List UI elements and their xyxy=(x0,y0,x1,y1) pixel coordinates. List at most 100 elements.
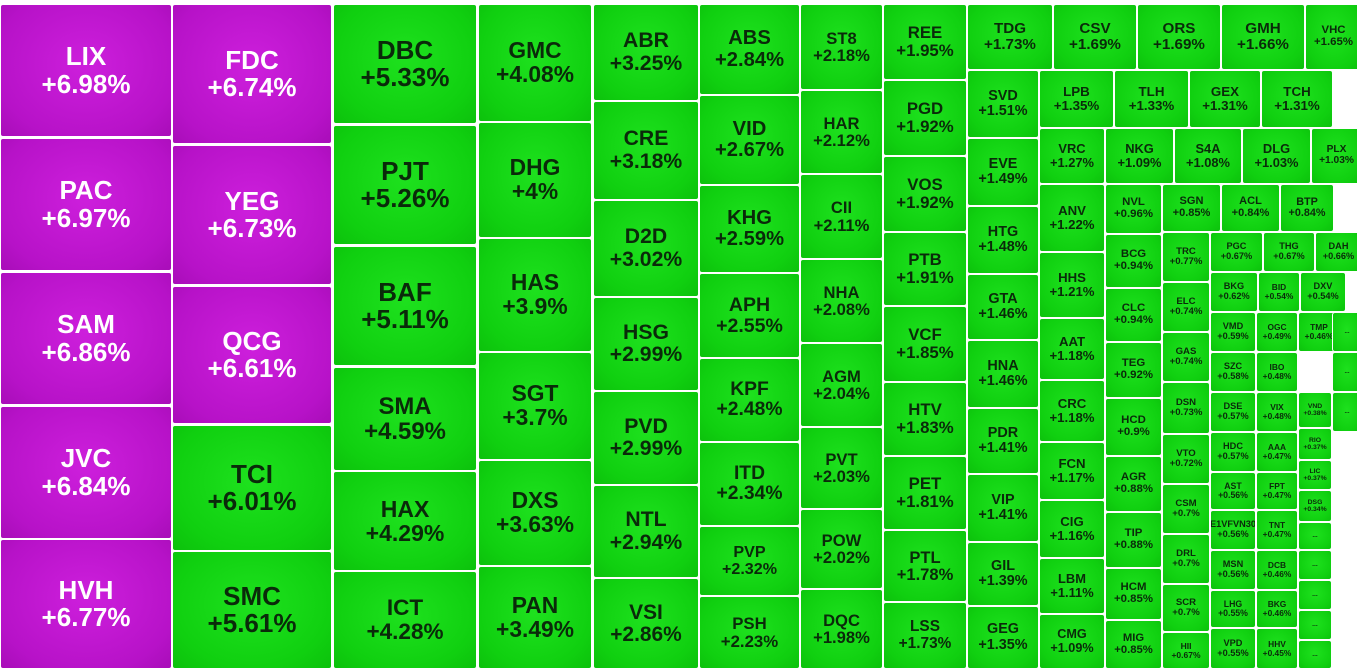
stock-tile[interactable]: PVP +2.32% xyxy=(699,526,800,596)
stock-tile[interactable]: SVD +1.51% xyxy=(967,70,1039,138)
stock-tile[interactable]: ... xyxy=(1332,392,1357,432)
stock-tile[interactable]: DBC +5.33% xyxy=(333,4,477,124)
stock-tile[interactable]: SCR +0.7% xyxy=(1162,584,1210,632)
stock-tile[interactable]: NKG +1.09% xyxy=(1105,128,1174,184)
stock-tile[interactable]: NHA +2.08% xyxy=(800,259,883,343)
stock-tile[interactable]: GAS +0.74% xyxy=(1162,332,1210,382)
stock-tile[interactable]: LHG +0.55% xyxy=(1210,590,1256,628)
stock-tile[interactable]: TEG +0.92% xyxy=(1105,342,1162,398)
stock-tile[interactable]: TRC +0.77% xyxy=(1162,232,1210,282)
stock-tile[interactable]: DSG +0.34% xyxy=(1298,490,1332,522)
stock-tile[interactable]: PTL +1.78% xyxy=(883,530,967,602)
stock-tile[interactable]: LIX +6.98% xyxy=(0,4,172,137)
stock-tile[interactable]: PJT +5.26% xyxy=(333,125,477,245)
stock-tile[interactable]: ST8 +2.18% xyxy=(800,4,883,90)
stock-tile[interactable]: HSG +2.99% xyxy=(593,297,699,391)
stock-tile[interactable]: S4A +1.08% xyxy=(1174,128,1242,184)
stock-tile[interactable]: NTL +2.94% xyxy=(593,485,699,578)
stock-tile[interactable]: DRL +0.7% xyxy=(1162,534,1210,584)
stock-tile[interactable]: PDR +1.41% xyxy=(967,408,1039,474)
stock-tile[interactable]: CII +2.11% xyxy=(800,174,883,259)
stock-tile[interactable]: CIG +1.16% xyxy=(1039,500,1105,558)
stock-tile[interactable]: POW +2.02% xyxy=(800,509,883,589)
stock-tile[interactable]: BKG +0.46% xyxy=(1256,590,1298,628)
stock-tile[interactable]: ... xyxy=(1332,312,1357,352)
stock-tile[interactable]: LSS +1.73% xyxy=(883,602,967,669)
stock-tile[interactable]: PSH +2.23% xyxy=(699,596,800,669)
stock-tile[interactable]: PVD +2.99% xyxy=(593,391,699,485)
stock-tile[interactable]: PLX +1.03% xyxy=(1311,128,1357,184)
stock-tile[interactable]: IBO +0.48% xyxy=(1256,352,1298,392)
stock-tile[interactable]: DLG +1.03% xyxy=(1242,128,1311,184)
stock-tile[interactable]: EVE +1.49% xyxy=(967,138,1039,206)
stock-tile[interactable]: DSE +0.57% xyxy=(1210,392,1256,432)
stock-tile[interactable]: HAS +3.9% xyxy=(478,238,592,352)
stock-tile[interactable]: GMC +4.08% xyxy=(478,4,592,122)
stock-tile[interactable]: TCI +6.01% xyxy=(172,425,332,551)
stock-tile[interactable]: PGD +1.92% xyxy=(883,80,967,156)
stock-tile[interactable]: HCM +0.85% xyxy=(1105,568,1162,620)
stock-tile[interactable]: DCB +0.46% xyxy=(1256,550,1298,590)
stock-tile[interactable]: CRE +3.18% xyxy=(593,101,699,200)
stock-tile[interactable]: JVC +6.84% xyxy=(0,406,172,539)
stock-tile[interactable]: DXS +3.63% xyxy=(478,460,592,566)
stock-tile[interactable]: DAH +0.66% xyxy=(1315,232,1357,272)
stock-tile[interactable]: APH +2.55% xyxy=(699,273,800,358)
stock-tile[interactable]: VID +2.67% xyxy=(699,95,800,185)
stock-tile[interactable]: PTB +1.91% xyxy=(883,232,967,306)
stock-tile[interactable]: BTP +0.84% xyxy=(1280,184,1334,232)
stock-tile[interactable]: YEG +6.73% xyxy=(172,145,332,285)
stock-tile[interactable]: ... xyxy=(1298,610,1332,640)
stock-tile[interactable]: GEX +1.31% xyxy=(1189,70,1261,128)
stock-tile[interactable]: ABR +3.25% xyxy=(593,4,699,101)
stock-tile[interactable]: HAX +4.29% xyxy=(333,471,477,571)
stock-tile[interactable]: TNT +0.47% xyxy=(1256,510,1298,550)
stock-tile[interactable]: VTO +0.72% xyxy=(1162,434,1210,484)
stock-tile[interactable]: FCN +1.17% xyxy=(1039,442,1105,500)
stock-tile[interactable]: ITD +2.34% xyxy=(699,442,800,526)
stock-tile[interactable]: BAF +5.11% xyxy=(333,246,477,366)
stock-tile[interactable]: D2D +3.02% xyxy=(593,200,699,297)
stock-tile[interactable]: HCD +0.9% xyxy=(1105,398,1162,456)
stock-tile[interactable]: VIX +0.48% xyxy=(1256,392,1298,432)
stock-tile[interactable]: BKG +0.62% xyxy=(1210,272,1258,312)
stock-tile[interactable]: ORS +1.69% xyxy=(1137,4,1221,70)
stock-tile[interactable]: LPB +1.35% xyxy=(1039,70,1114,128)
stock-tile[interactable]: ... xyxy=(1332,352,1357,392)
stock-tile[interactable]: VCF +1.85% xyxy=(883,306,967,382)
stock-tile[interactable]: HHV +0.45% xyxy=(1256,628,1298,669)
stock-tile[interactable]: TDG +1.73% xyxy=(967,4,1053,70)
stock-tile[interactable]: PET +1.81% xyxy=(883,456,967,530)
stock-tile[interactable]: QCG +6.61% xyxy=(172,286,332,424)
stock-tile[interactable]: ANV +1.22% xyxy=(1039,184,1105,252)
stock-tile[interactable]: VSI +2.86% xyxy=(593,578,699,669)
stock-tile[interactable]: CSV +1.69% xyxy=(1053,4,1137,70)
stock-tile[interactable]: VIP +1.41% xyxy=(967,474,1039,542)
stock-tile[interactable]: HNA +1.46% xyxy=(967,340,1039,408)
stock-tile[interactable]: BID +0.54% xyxy=(1258,272,1300,312)
stock-tile[interactable]: LBM +1.11% xyxy=(1039,558,1105,614)
stock-tile[interactable]: HII +0.67% xyxy=(1162,632,1210,669)
stock-tile[interactable]: VPD +0.55% xyxy=(1210,628,1256,669)
stock-tile[interactable]: AGR +0.88% xyxy=(1105,456,1162,512)
stock-tile[interactable]: SZC +0.58% xyxy=(1210,352,1256,392)
stock-tile[interactable]: SMC +5.61% xyxy=(172,551,332,669)
stock-tile[interactable]: AGM +2.04% xyxy=(800,343,883,427)
stock-tile[interactable]: CLC +0.94% xyxy=(1105,288,1162,342)
stock-tile[interactable]: HTG +1.48% xyxy=(967,206,1039,274)
stock-tile[interactable]: AAT +1.18% xyxy=(1039,318,1105,380)
stock-tile[interactable]: CMG +1.09% xyxy=(1039,614,1105,669)
stock-tile[interactable]: PVT +2.03% xyxy=(800,427,883,509)
stock-tile[interactable]: ... xyxy=(1298,640,1332,669)
stock-tile[interactable]: KHG +2.59% xyxy=(699,185,800,273)
stock-tile[interactable]: GEG +1.35% xyxy=(967,606,1039,669)
stock-tile[interactable]: HVH +6.77% xyxy=(0,539,172,669)
stock-tile[interactable]: ... xyxy=(1298,522,1332,550)
stock-tile[interactable]: SGT +3.7% xyxy=(478,352,592,460)
stock-tile[interactable]: ACL +0.84% xyxy=(1221,184,1280,232)
stock-tile[interactable]: DQC +1.98% xyxy=(800,589,883,669)
stock-tile[interactable]: OGC +0.49% xyxy=(1256,312,1298,352)
stock-tile[interactable]: VND +0.38% xyxy=(1298,392,1332,428)
stock-tile[interactable]: ICT +4.28% xyxy=(333,571,477,669)
stock-tile[interactable]: DXV +0.54% xyxy=(1300,272,1346,312)
